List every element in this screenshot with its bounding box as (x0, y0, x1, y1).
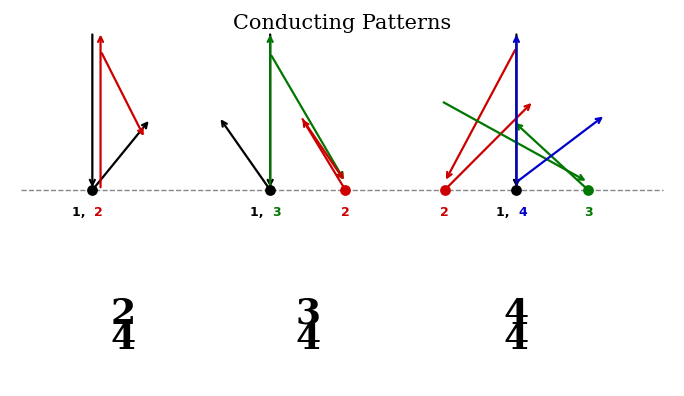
Text: 3: 3 (295, 297, 320, 331)
Text: 3: 3 (272, 206, 281, 219)
Text: Conducting Patterns: Conducting Patterns (233, 14, 451, 33)
Point (511, 187, 522, 193)
Text: 3: 3 (584, 206, 592, 219)
Text: 4: 4 (518, 206, 527, 219)
Point (340, 187, 351, 193)
Text: 1,: 1, (73, 206, 90, 219)
Text: 2: 2 (341, 206, 350, 219)
Text: 2: 2 (94, 206, 103, 219)
Text: 4: 4 (504, 322, 529, 356)
Text: 1,: 1, (497, 206, 514, 219)
Point (265, 187, 276, 193)
Text: 1,: 1, (250, 206, 268, 219)
Point (87, 187, 98, 193)
Text: 2: 2 (440, 206, 449, 219)
Text: 4: 4 (504, 297, 529, 331)
Text: 4: 4 (111, 322, 135, 356)
Point (583, 187, 594, 193)
Text: 2: 2 (111, 297, 135, 331)
Text: 4: 4 (295, 322, 320, 356)
Point (439, 187, 450, 193)
